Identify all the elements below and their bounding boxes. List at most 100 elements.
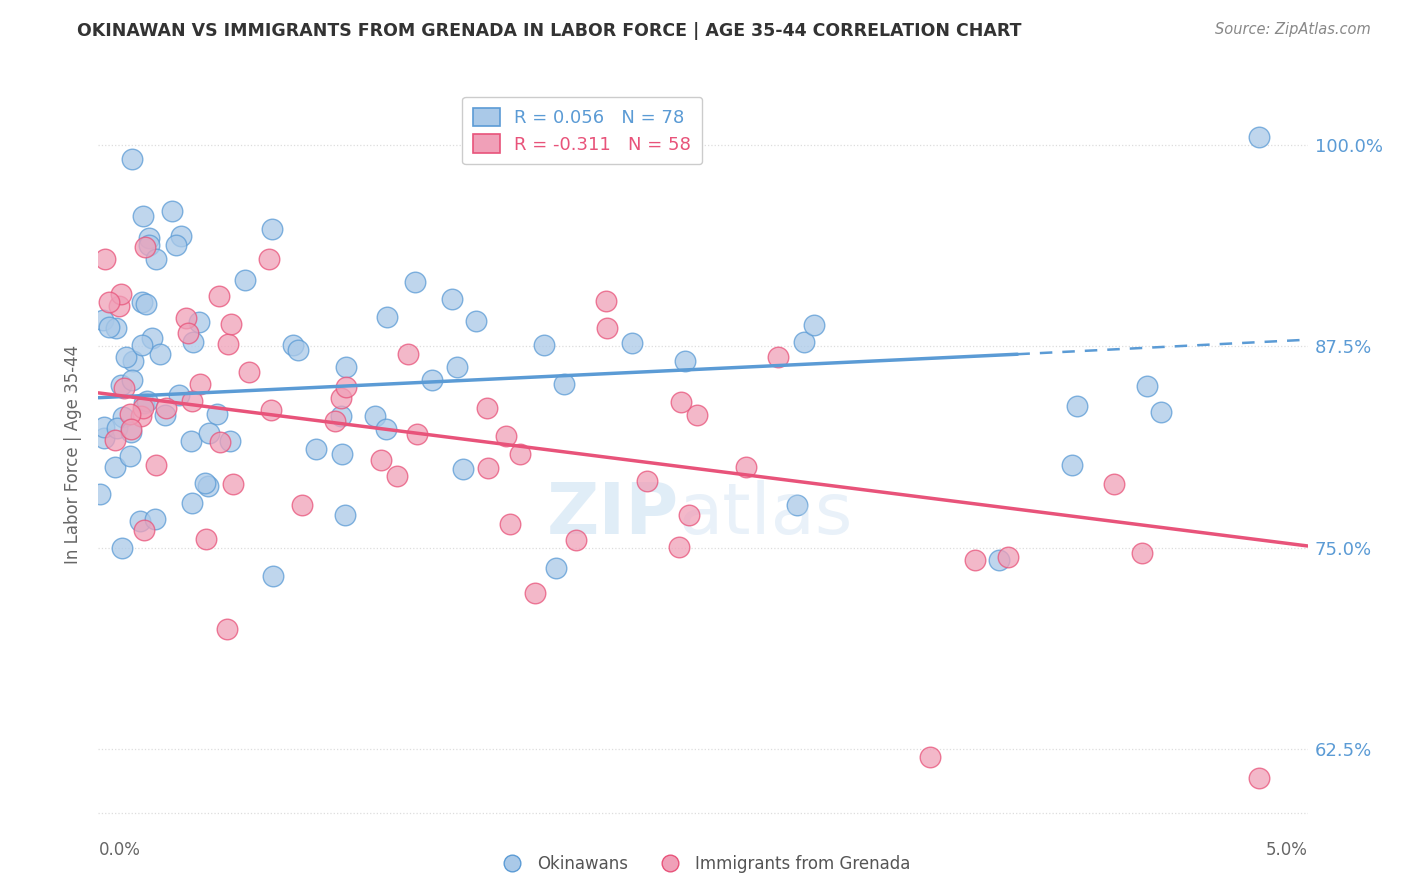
Point — [335, 359, 357, 374]
Point — [1060, 458, 1083, 472]
Point — [177, 326, 200, 341]
Point — [375, 310, 398, 325]
Point — [198, 426, 221, 441]
Point — [121, 153, 143, 167]
Point — [121, 425, 143, 439]
Point — [134, 396, 156, 410]
Point — [138, 237, 160, 252]
Point — [131, 337, 153, 351]
Point — [222, 477, 245, 491]
Point — [335, 380, 357, 394]
Point — [565, 533, 588, 548]
Point — [533, 338, 555, 352]
Point — [112, 381, 135, 395]
Point — [546, 561, 568, 575]
Point — [385, 468, 408, 483]
Point — [262, 568, 284, 582]
Point — [620, 335, 643, 350]
Legend: R = 0.056   N = 78, R = -0.311   N = 58: R = 0.056 N = 78, R = -0.311 N = 58 — [463, 97, 702, 164]
Point — [136, 394, 159, 409]
Point — [323, 414, 346, 428]
Point — [160, 204, 183, 219]
Point — [260, 402, 283, 417]
Point — [155, 401, 177, 415]
Point — [364, 409, 387, 423]
Point — [1130, 546, 1153, 560]
Point — [330, 391, 353, 405]
Point — [396, 347, 419, 361]
Point — [108, 299, 131, 313]
Point — [219, 434, 242, 448]
Point — [330, 447, 353, 461]
Point — [281, 338, 304, 352]
Point — [475, 401, 498, 415]
Point — [93, 313, 115, 327]
Point — [97, 320, 120, 334]
Point — [134, 523, 156, 537]
Point — [120, 421, 142, 435]
Point — [110, 287, 132, 301]
Point — [793, 335, 815, 350]
Point — [145, 458, 167, 472]
Point — [257, 252, 280, 267]
Point — [131, 295, 153, 310]
Point — [803, 318, 825, 332]
Point — [524, 586, 547, 600]
Point — [145, 252, 167, 267]
Point — [208, 435, 231, 450]
Point — [121, 373, 143, 387]
Point — [111, 541, 134, 555]
Point — [238, 365, 260, 379]
Point — [595, 321, 617, 335]
Point — [215, 622, 238, 636]
Point — [287, 343, 309, 358]
Point — [153, 408, 176, 422]
Point — [1102, 476, 1125, 491]
Point — [143, 511, 166, 525]
Point — [114, 350, 136, 364]
Point — [997, 549, 1019, 564]
Text: OKINAWAN VS IMMIGRANTS FROM GRENADA IN LABOR FORCE | AGE 35-44 CORRELATION CHART: OKINAWAN VS IMMIGRANTS FROM GRENADA IN L… — [77, 22, 1022, 40]
Point — [89, 487, 111, 501]
Point — [129, 409, 152, 424]
Point — [112, 409, 135, 424]
Point — [93, 420, 115, 434]
Point — [668, 540, 690, 554]
Point — [477, 460, 499, 475]
Point — [686, 408, 709, 422]
Point — [98, 295, 121, 310]
Y-axis label: In Labor Force | Age 35-44: In Labor Force | Age 35-44 — [65, 345, 83, 565]
Point — [509, 447, 531, 461]
Point — [918, 750, 941, 764]
Point — [406, 427, 429, 442]
Point — [165, 237, 187, 252]
Point — [420, 373, 443, 387]
Point — [291, 499, 314, 513]
Point — [595, 294, 617, 309]
Point — [174, 311, 197, 326]
Point — [132, 401, 155, 416]
Point — [233, 273, 256, 287]
Point — [464, 313, 486, 327]
Point — [440, 292, 463, 306]
Point — [134, 240, 156, 254]
Point — [194, 476, 217, 491]
Point — [104, 460, 127, 475]
Point — [329, 409, 352, 424]
Point — [104, 321, 127, 335]
Point — [262, 222, 284, 236]
Point — [988, 552, 1011, 566]
Point — [138, 231, 160, 245]
Point — [188, 315, 211, 329]
Point — [1066, 399, 1088, 413]
Point — [1136, 379, 1159, 393]
Point — [134, 297, 156, 311]
Point — [188, 377, 211, 392]
Point — [219, 318, 242, 332]
Text: Source: ZipAtlas.com: Source: ZipAtlas.com — [1215, 22, 1371, 37]
Point — [735, 459, 758, 474]
Point — [197, 479, 219, 493]
Point — [1150, 405, 1173, 419]
Point — [786, 498, 808, 512]
Point — [118, 449, 141, 463]
